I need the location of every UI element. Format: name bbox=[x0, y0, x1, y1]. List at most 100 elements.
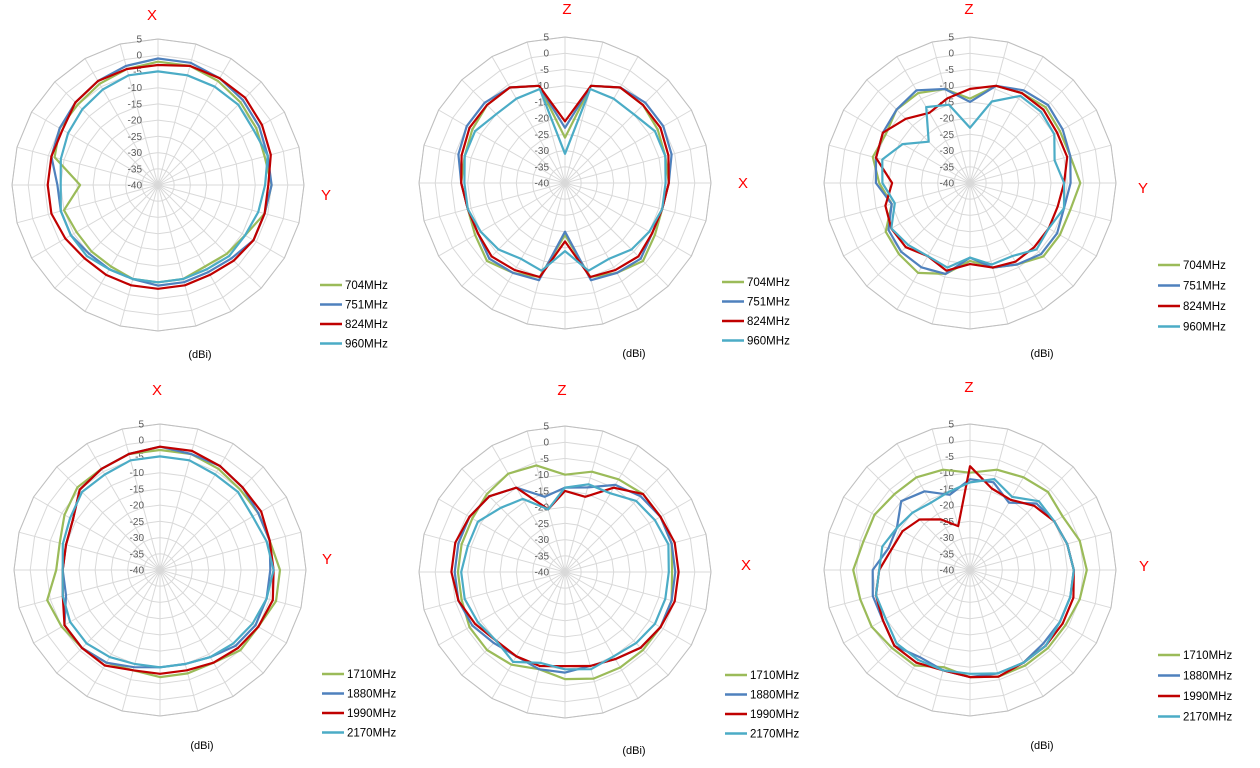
spoke bbox=[159, 569, 302, 609]
spoke bbox=[866, 569, 971, 674]
spoke bbox=[491, 56, 566, 184]
unit-label: (dBi) bbox=[1030, 348, 1053, 360]
tick-label: -40 bbox=[535, 179, 550, 190]
tick-label: -20 bbox=[535, 503, 550, 514]
axis-letter-side: X bbox=[741, 557, 751, 574]
spoke bbox=[564, 571, 669, 676]
tick-label: -25 bbox=[535, 130, 550, 141]
series-line-751MHz bbox=[50, 57, 273, 287]
legend-label: 2170MHz bbox=[750, 729, 799, 741]
tick-label: -30 bbox=[128, 148, 143, 159]
spoke bbox=[931, 182, 971, 325]
legend-label: 960MHz bbox=[747, 336, 790, 348]
series-line-704MHz bbox=[871, 84, 1082, 275]
legend-label: 751MHz bbox=[345, 300, 388, 312]
spoke bbox=[564, 468, 669, 573]
legend-label: 2170MHz bbox=[347, 728, 396, 740]
spoke bbox=[157, 184, 262, 289]
legend-label: 960MHz bbox=[1183, 322, 1226, 334]
tick-label: -25 bbox=[130, 517, 145, 528]
legend-label: 1880MHz bbox=[750, 690, 799, 702]
tick-label: -40 bbox=[130, 566, 145, 577]
spoke bbox=[84, 184, 159, 312]
series-line-824MHz bbox=[460, 84, 670, 279]
spoke bbox=[896, 182, 971, 310]
spoke bbox=[969, 41, 1009, 184]
spoke bbox=[843, 109, 971, 184]
legend-label: 824MHz bbox=[345, 319, 388, 331]
spoke bbox=[31, 184, 159, 259]
spoke bbox=[157, 146, 300, 186]
tick-label: 0 bbox=[543, 438, 549, 449]
series-line-1990MHz bbox=[450, 486, 680, 668]
legend-label: 824MHz bbox=[1183, 301, 1226, 313]
radar-chart-5: 5 0 -5 -10 -15 -20 -25 -30 -35 -40 Z X 1710MHz 1880MH… bbox=[418, 382, 799, 757]
spoke bbox=[159, 428, 199, 571]
legend-label: 751MHz bbox=[747, 297, 790, 309]
tick-label: 5 bbox=[136, 35, 142, 46]
spoke bbox=[564, 571, 639, 699]
series-line-960MHz bbox=[463, 87, 667, 272]
spoke bbox=[157, 184, 232, 312]
radar-chart-3: 5 0 -5 -10 -15 -20 -25 -30 -35 -40 Z Y 704MHz 751MHz 8… bbox=[823, 1, 1226, 360]
spoke bbox=[564, 533, 707, 573]
spoke bbox=[969, 182, 1074, 287]
spoke bbox=[157, 111, 285, 186]
tick-label: 5 bbox=[543, 422, 549, 433]
legend: 1710MHz 1880MHz 1990MHz 2170MHz bbox=[725, 670, 799, 741]
series-line-824MHz bbox=[46, 63, 272, 290]
tick-label: -10 bbox=[940, 81, 955, 92]
spoke bbox=[843, 569, 971, 644]
spoke bbox=[828, 182, 971, 222]
series-line-960MHz bbox=[881, 94, 1066, 269]
spoke bbox=[423, 533, 566, 573]
tick-label: -10 bbox=[535, 470, 550, 481]
spoke bbox=[86, 443, 161, 571]
tick-label: -5 bbox=[540, 454, 549, 465]
unit-label: (dBi) bbox=[622, 745, 645, 757]
spoke bbox=[18, 569, 161, 609]
tick-label: -5 bbox=[945, 452, 954, 463]
spoke bbox=[969, 531, 1112, 571]
spoke bbox=[526, 571, 566, 714]
spoke bbox=[119, 184, 159, 327]
legend-label: 960MHz bbox=[345, 339, 388, 351]
spoke bbox=[423, 571, 566, 611]
unit-label: (dBi) bbox=[1030, 740, 1053, 752]
spoke bbox=[491, 182, 566, 310]
tick-label: -10 bbox=[130, 468, 145, 479]
grid-outer-ring bbox=[13, 423, 307, 717]
radar-chart-2: 5 0 -5 -10 -15 -20 -25 -30 -35 -40 Z X 704MHz 751MHz 8… bbox=[418, 1, 790, 360]
axis-letter-top: X bbox=[147, 7, 157, 24]
grid bbox=[823, 423, 1117, 717]
legend-label: 704MHz bbox=[345, 280, 388, 292]
tick-label: 0 bbox=[136, 51, 142, 62]
legend-label: 824MHz bbox=[747, 316, 790, 328]
tick-label: -20 bbox=[940, 114, 955, 125]
tick-label: -5 bbox=[945, 65, 954, 76]
axis-letter-side: Y bbox=[1138, 180, 1148, 197]
legend-label: 1710MHz bbox=[1183, 650, 1232, 662]
spoke bbox=[969, 569, 1044, 697]
tick-label: -35 bbox=[128, 164, 143, 175]
spoke bbox=[969, 569, 1074, 674]
tick-label: -25 bbox=[535, 519, 550, 530]
radar-chart-6: 50-5-10-15-20-25-30-35-40ZY1710MHz1880MH… bbox=[823, 379, 1232, 752]
tick-label: -20 bbox=[128, 116, 143, 127]
spoke bbox=[159, 569, 264, 674]
radar-chart-4: 5 0 -5 -10 -15 -20 -25 -30 -35 -40 X Y 1710MHz 1880MH… bbox=[13, 382, 396, 752]
spoke bbox=[438, 109, 566, 184]
tick-label: -35 bbox=[535, 551, 550, 562]
spoke bbox=[526, 41, 566, 184]
tick-label: -40 bbox=[128, 181, 143, 192]
series-line-751MHz bbox=[457, 84, 673, 282]
grid bbox=[11, 38, 305, 332]
spoke bbox=[159, 496, 287, 571]
spoke bbox=[16, 184, 159, 224]
spoke bbox=[119, 43, 159, 186]
spoke bbox=[896, 56, 971, 184]
radar-chart-1: 5 0 -5 -10 -15 -20 -25 -30 -35 -40 X Y 704MHz 751MHz 8… bbox=[11, 7, 388, 361]
spoke bbox=[491, 445, 566, 573]
spoke bbox=[969, 182, 1112, 222]
spoke bbox=[931, 569, 971, 712]
